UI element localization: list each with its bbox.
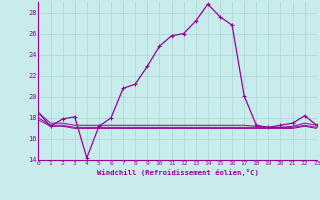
X-axis label: Windchill (Refroidissement éolien,°C): Windchill (Refroidissement éolien,°C) bbox=[97, 169, 259, 176]
